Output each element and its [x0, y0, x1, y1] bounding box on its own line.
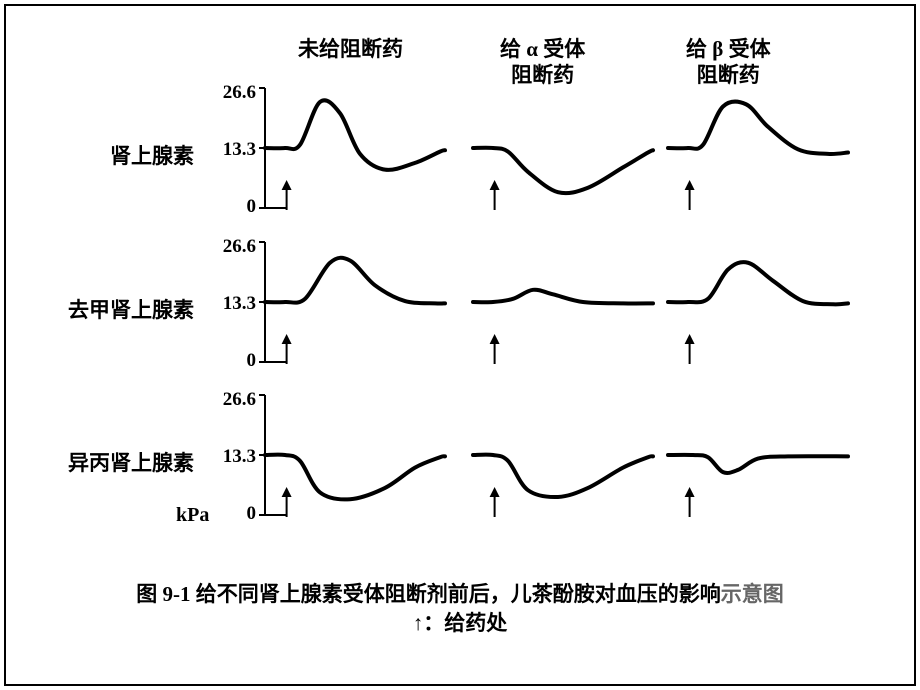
col-header-3: 给 β 受体 阻断药 [686, 36, 771, 89]
frame-bottom [4, 684, 916, 686]
tick-r2-bot: 0 [210, 350, 256, 372]
frame-right [914, 4, 916, 686]
frame-top [4, 4, 916, 6]
panel-r1c1 [265, 88, 445, 208]
row-label-1: 肾上腺素 [54, 140, 194, 170]
tick-r1-bot: 0 [210, 196, 256, 218]
panel-r1c3 [668, 88, 848, 208]
panel-r2c3 [668, 242, 848, 362]
frame-left [4, 4, 6, 686]
tick-r3-mid: 13.3 [210, 446, 256, 468]
caption-gray: 示意图 [721, 582, 784, 606]
tick-r1-top: 26.6 [210, 82, 256, 104]
col-header-2: 给 α 受体 阻断药 [500, 36, 585, 89]
panel-r2c1 [265, 242, 445, 362]
unit-label: kPa [176, 504, 209, 527]
caption-sub: ↑：给药处 [413, 611, 508, 635]
panel-r1c2 [473, 88, 653, 208]
tick-r1-mid: 13.3 [210, 139, 256, 161]
panel-r2c2 [473, 242, 653, 362]
panel-r3c3 [668, 395, 848, 515]
tick-r3-top: 26.6 [210, 389, 256, 411]
tick-r2-top: 26.6 [210, 236, 256, 258]
row-label-2: 去甲肾上腺素 [54, 294, 194, 324]
caption-main: 图 9-1 给不同肾上腺素受体阻断剂前后，儿茶酚胺对血压的影响 [136, 582, 721, 606]
row-label-3: 异丙肾上腺素 [54, 447, 194, 477]
figure-caption: 图 9-1 给不同肾上腺素受体阻断剂前后，儿茶酚胺对血压的影响示意图 ↑：给药处 [40, 580, 880, 639]
panel-r3c2 [473, 395, 653, 515]
pharmacology-figure: 未给阻断药 给 α 受体 阻断药 给 β 受体 阻断药 肾上腺素 去甲肾上腺素 … [0, 0, 920, 690]
panel-r3c1 [265, 395, 445, 515]
tick-r2-mid: 13.3 [210, 293, 256, 315]
col-header-1: 未给阻断药 [298, 36, 403, 62]
tick-r3-bot: 0 [210, 503, 256, 525]
